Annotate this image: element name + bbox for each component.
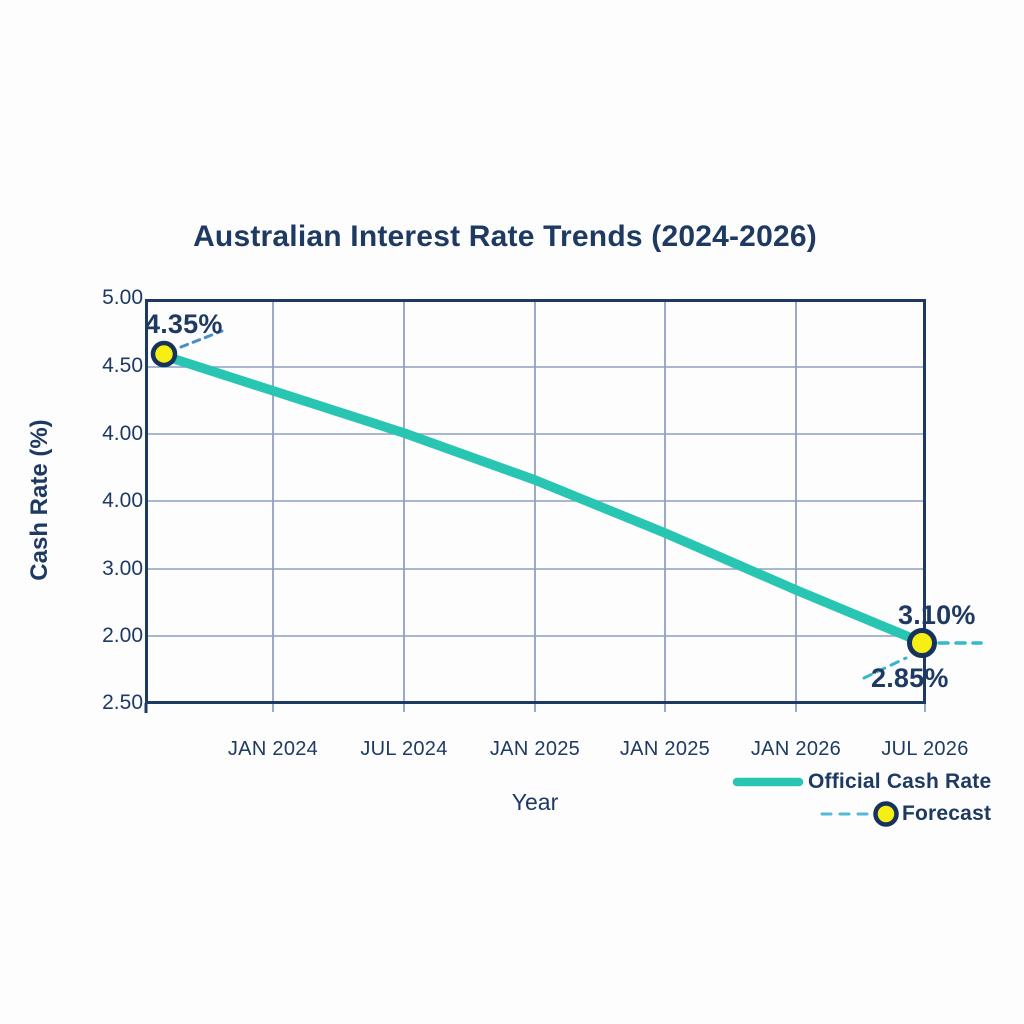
- x-tick-label: JUL 2026: [881, 738, 969, 760]
- annotation-end-upper-rate: 3.10%: [898, 600, 976, 630]
- y-tick-label: 5.00: [102, 286, 143, 309]
- x-axis-title: Year: [511, 789, 559, 815]
- y-tick-label: 3.00: [102, 557, 143, 580]
- chart-title: Australian Interest Rate Trends (2024-20…: [193, 220, 817, 253]
- annotation-end-lower-rate: 2.85%: [871, 663, 949, 693]
- legend-forecast-marker: [873, 801, 899, 827]
- y-tick-label: 2.50: [102, 691, 143, 714]
- vertical-gridlines: [144, 302, 926, 713]
- start-marker: [150, 340, 178, 368]
- official-cash-rate-line: [160, 351, 926, 647]
- legend-label-forecast: Forecast: [902, 802, 992, 825]
- forecast-dash-start: [179, 329, 224, 349]
- x-tick-label: JUL 2024: [360, 738, 448, 760]
- y-tick-label: 4.50: [102, 354, 143, 377]
- plot-frame: [145, 299, 926, 704]
- x-tick-label: JAN 2025: [619, 738, 711, 760]
- y-tick-label: 4.00: [102, 489, 143, 512]
- x-tick-label: JAN 2026: [750, 738, 842, 760]
- y-tick-label: 2.00: [102, 624, 143, 647]
- x-tick-label: JAN 2024: [227, 738, 319, 760]
- y-tick-label: 4.00: [102, 422, 143, 445]
- forecast-marker: [907, 628, 937, 658]
- forecast-dash-end-lower: [862, 656, 908, 680]
- annotation-start-rate: 4.35%: [145, 309, 223, 339]
- x-tick-label: JAN 2025: [489, 738, 581, 760]
- legend-label-official-cash-rate: Official Cash Rate: [808, 770, 992, 793]
